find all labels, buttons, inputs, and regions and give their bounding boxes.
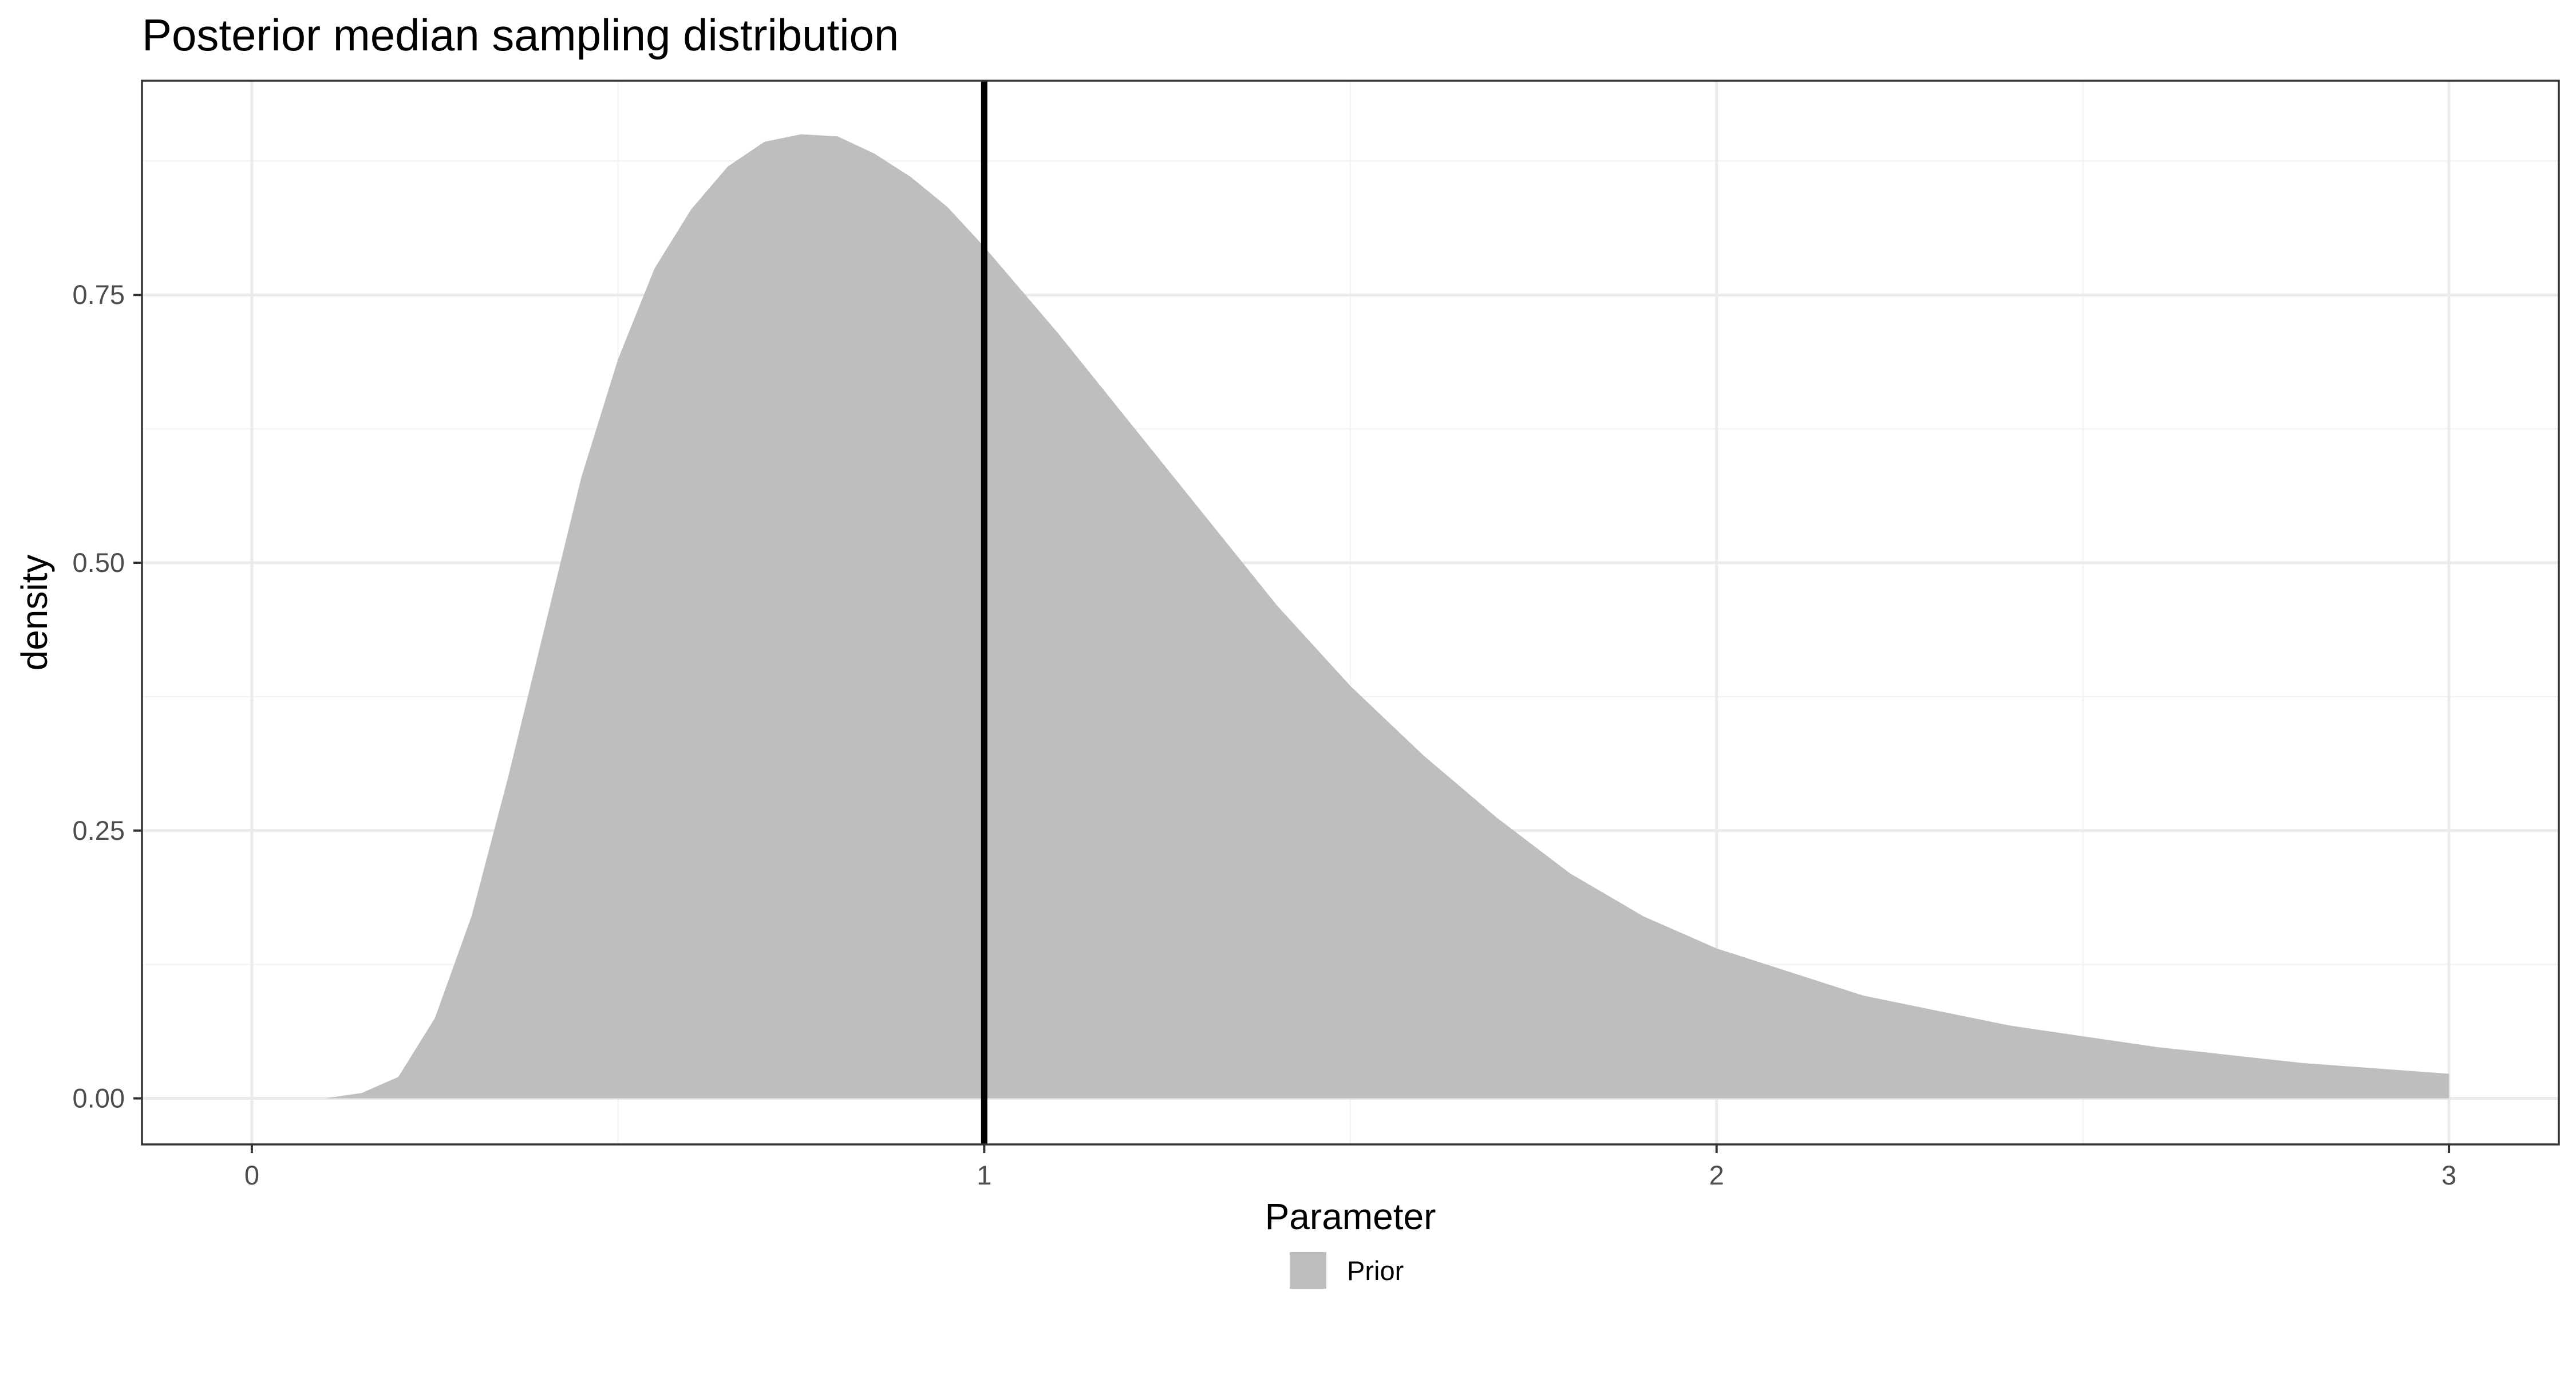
legend-label: Prior: [1347, 1255, 1404, 1286]
x-tick-label: 0: [244, 1160, 259, 1190]
legend-key-prior: [1290, 1252, 1326, 1289]
y-tick-label: 0.75: [73, 279, 125, 310]
y-tick-label: 0.25: [73, 815, 125, 846]
x-tick-label: 1: [977, 1160, 991, 1190]
y-axis: 0.00 0.25 0.50 0.75: [73, 279, 142, 1114]
x-tick-label: 2: [1709, 1160, 1724, 1190]
legend: Prior: [1290, 1252, 1404, 1289]
y-tick-label: 0.50: [73, 547, 125, 578]
y-axis-title: density: [14, 555, 55, 671]
chart-title: Posterior median sampling distribution: [142, 10, 899, 60]
y-tick-label: 0.00: [73, 1083, 125, 1114]
x-axis-title: Parameter: [1265, 1196, 1436, 1237]
x-axis: 0 1 2 3: [244, 1144, 2456, 1190]
x-tick-label: 3: [2441, 1160, 2456, 1190]
density-area-prior: [251, 134, 2449, 1099]
panel-border: [141, 80, 2560, 1146]
plot-area: [251, 134, 2449, 1099]
